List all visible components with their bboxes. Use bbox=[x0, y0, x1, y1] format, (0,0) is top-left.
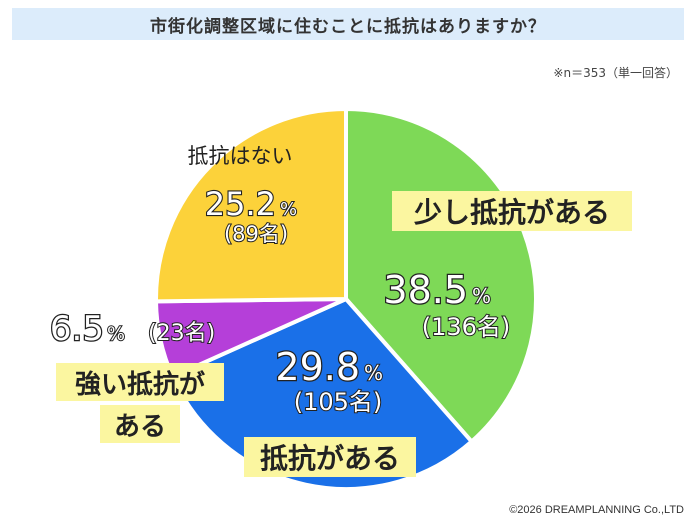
percent-unit: % bbox=[364, 361, 383, 385]
slice-label-line-1: 強い抵抗が bbox=[75, 369, 205, 400]
slice-label-group-resistance: 抵抗がある 29.8 % (105名) bbox=[244, 344, 416, 477]
sample-size-note: ※n＝353（単一回答） bbox=[553, 66, 678, 80]
slice-count: (89名) bbox=[224, 222, 288, 246]
slice-label: 少し抵抗がある bbox=[414, 196, 610, 229]
percent-unit: % bbox=[280, 199, 297, 220]
percent-unit: % bbox=[472, 284, 491, 308]
chart-title: 市街化調整区域に住むことに抵抗はありますか？ bbox=[12, 8, 684, 40]
slice-label: 抵抗がある bbox=[260, 442, 400, 475]
slice-label-group-strong-resistance: 6.5 % (23名) 強い抵抗が ある bbox=[49, 308, 224, 443]
slice-label-group-no-resistance: 抵抗はない 25.2 % (89名) bbox=[188, 144, 299, 247]
label-highlight bbox=[244, 437, 416, 477]
slice-percent: 25.2 bbox=[205, 185, 276, 223]
slice-count: (23名) bbox=[148, 321, 215, 346]
slice-label-group-small-resistance: 少し抵抗がある 38.5 % (136名) bbox=[382, 191, 632, 342]
percent-unit: % bbox=[107, 323, 125, 345]
label-highlight bbox=[100, 405, 180, 443]
slice-percent: 29.8 bbox=[275, 345, 360, 389]
slice-percent: 6.5 bbox=[50, 309, 104, 349]
label-highlight bbox=[392, 191, 632, 231]
slice-label-line-2: ある bbox=[114, 412, 166, 442]
slice-count: (136名) bbox=[422, 313, 511, 341]
slice-label: 抵抗はない bbox=[188, 144, 293, 168]
pie-slice-3 bbox=[154, 106, 348, 304]
slice-percent: 38.5 bbox=[383, 268, 468, 312]
label-highlight bbox=[56, 363, 224, 401]
slice-count: (105名) bbox=[294, 388, 383, 416]
copyright-text: ©2026 DREAMPLANNING Co.,LTD bbox=[509, 504, 684, 516]
